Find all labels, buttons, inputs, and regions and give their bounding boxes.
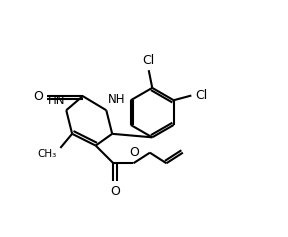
Text: CH₃: CH₃: [37, 149, 57, 159]
Text: NH: NH: [107, 93, 125, 106]
Text: O: O: [110, 185, 120, 198]
Text: HN: HN: [48, 94, 65, 107]
Text: Cl: Cl: [195, 89, 207, 102]
Text: Cl: Cl: [143, 54, 155, 67]
Text: O: O: [33, 90, 43, 103]
Text: O: O: [129, 146, 139, 159]
